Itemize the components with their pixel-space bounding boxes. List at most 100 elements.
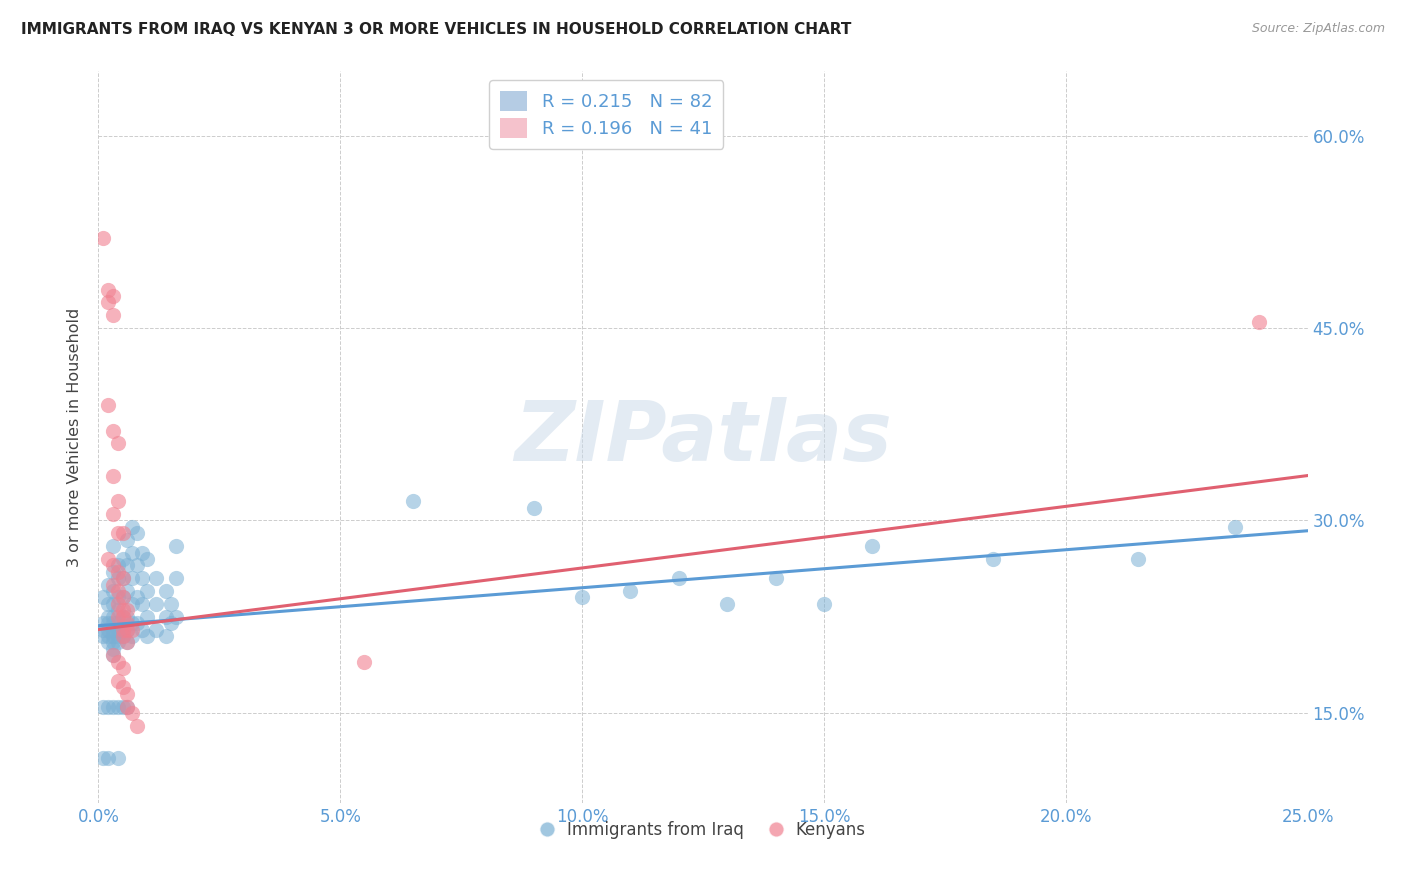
Point: [111, 591, 134, 605]
Point: [101, 623, 124, 637]
Text: ZIPatlas: ZIPatlas: [515, 397, 891, 477]
Point: [117, 616, 139, 631]
Point: [117, 603, 139, 617]
Point: [121, 597, 143, 611]
Point: [131, 571, 153, 585]
Point: [117, 687, 139, 701]
Point: [101, 577, 124, 591]
Point: [117, 609, 139, 624]
Point: [107, 591, 129, 605]
Point: [101, 424, 124, 438]
Point: [101, 616, 124, 631]
Point: [91, 623, 114, 637]
Point: [716, 597, 738, 611]
Point: [107, 673, 129, 688]
Point: [155, 629, 177, 643]
Point: [111, 603, 134, 617]
Point: [121, 545, 143, 559]
Y-axis label: 3 or more Vehicles in Household: 3 or more Vehicles in Household: [67, 308, 83, 566]
Point: [101, 468, 124, 483]
Point: [111, 526, 134, 541]
Point: [107, 616, 129, 631]
Point: [619, 584, 641, 599]
Point: [111, 623, 134, 637]
Point: [117, 635, 139, 649]
Point: [101, 597, 124, 611]
Point: [145, 571, 167, 585]
Point: [107, 584, 129, 599]
Text: Source: ZipAtlas.com: Source: ZipAtlas.com: [1251, 22, 1385, 36]
Point: [117, 699, 139, 714]
Point: [101, 609, 124, 624]
Point: [121, 571, 143, 585]
Point: [131, 623, 153, 637]
Point: [101, 699, 124, 714]
Point: [97, 699, 120, 714]
Point: [981, 552, 1004, 566]
Point: [145, 597, 167, 611]
Point: [111, 699, 134, 714]
Point: [402, 494, 425, 508]
Point: [111, 609, 134, 624]
Point: [1249, 315, 1271, 329]
Point: [101, 308, 124, 322]
Point: [97, 552, 120, 566]
Point: [107, 603, 129, 617]
Point: [97, 635, 120, 649]
Point: [117, 699, 139, 714]
Point: [135, 629, 157, 643]
Point: [117, 623, 139, 637]
Point: [91, 699, 114, 714]
Point: [121, 616, 143, 631]
Point: [117, 533, 139, 547]
Point: [111, 681, 134, 695]
Point: [117, 623, 139, 637]
Point: [97, 629, 120, 643]
Point: [111, 571, 134, 585]
Point: [127, 591, 149, 605]
Point: [131, 545, 153, 559]
Point: [107, 609, 129, 624]
Point: [107, 436, 129, 450]
Point: [155, 609, 177, 624]
Point: [107, 629, 129, 643]
Point: [111, 552, 134, 566]
Point: [111, 591, 134, 605]
Point: [121, 629, 143, 643]
Point: [165, 609, 187, 624]
Point: [107, 558, 129, 573]
Point: [101, 558, 124, 573]
Point: [353, 655, 375, 669]
Point: [107, 526, 129, 541]
Point: [155, 584, 177, 599]
Point: [107, 494, 129, 508]
Point: [135, 609, 157, 624]
Point: [101, 539, 124, 553]
Point: [101, 648, 124, 663]
Point: [860, 539, 883, 553]
Point: [135, 584, 157, 599]
Point: [523, 500, 546, 515]
Point: [91, 616, 114, 631]
Point: [165, 571, 187, 585]
Point: [127, 719, 149, 733]
Point: [107, 565, 129, 579]
Point: [101, 641, 124, 656]
Point: [765, 571, 787, 585]
Point: [101, 629, 124, 643]
Point: [111, 623, 134, 637]
Point: [97, 609, 120, 624]
Point: [101, 635, 124, 649]
Point: [135, 552, 157, 566]
Point: [111, 629, 134, 643]
Point: [107, 623, 129, 637]
Point: [107, 597, 129, 611]
Point: [127, 616, 149, 631]
Point: [111, 629, 134, 643]
Point: [101, 565, 124, 579]
Point: [97, 283, 120, 297]
Point: [107, 655, 129, 669]
Point: [813, 597, 835, 611]
Point: [97, 398, 120, 412]
Point: [121, 706, 143, 720]
